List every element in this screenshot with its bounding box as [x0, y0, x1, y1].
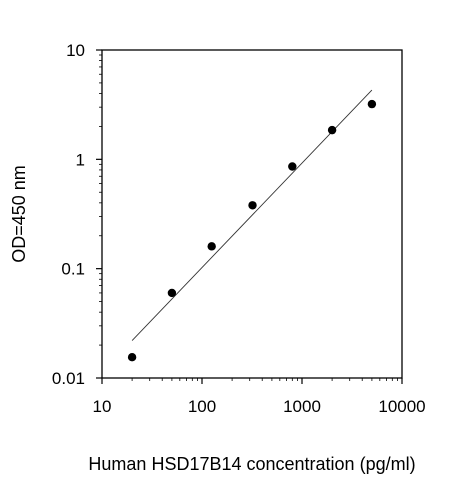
x-tick-label: 100 — [188, 397, 216, 416]
y-tick-label: 0.01 — [52, 369, 85, 388]
x-tick-label: 10000 — [378, 397, 425, 416]
y-tick-label: 0.1 — [61, 260, 85, 279]
plot-frame — [101, 49, 403, 379]
x-tick-label: 10 — [93, 397, 112, 416]
fit-line — [131, 89, 373, 341]
ticks-layer: 10 100 1000 10000 0.01 0.1 1 10 — [52, 41, 426, 416]
x-axis-title: Human HSD17B14 concentration (pg/ml) — [88, 454, 415, 474]
y-axis-title: OD=450 nm — [9, 165, 29, 263]
fit-line-layer — [131, 89, 373, 341]
data-point — [127, 352, 137, 362]
data-point — [207, 242, 216, 251]
x-tick-label: 1000 — [283, 397, 321, 416]
data-points-layer — [127, 99, 377, 362]
y-tick-label: 1 — [76, 150, 85, 169]
data-point — [167, 288, 177, 298]
data-point — [288, 162, 297, 171]
data-point — [367, 99, 377, 109]
data-point — [327, 125, 337, 135]
data-point — [248, 201, 257, 210]
y-tick-label: 10 — [66, 41, 85, 60]
